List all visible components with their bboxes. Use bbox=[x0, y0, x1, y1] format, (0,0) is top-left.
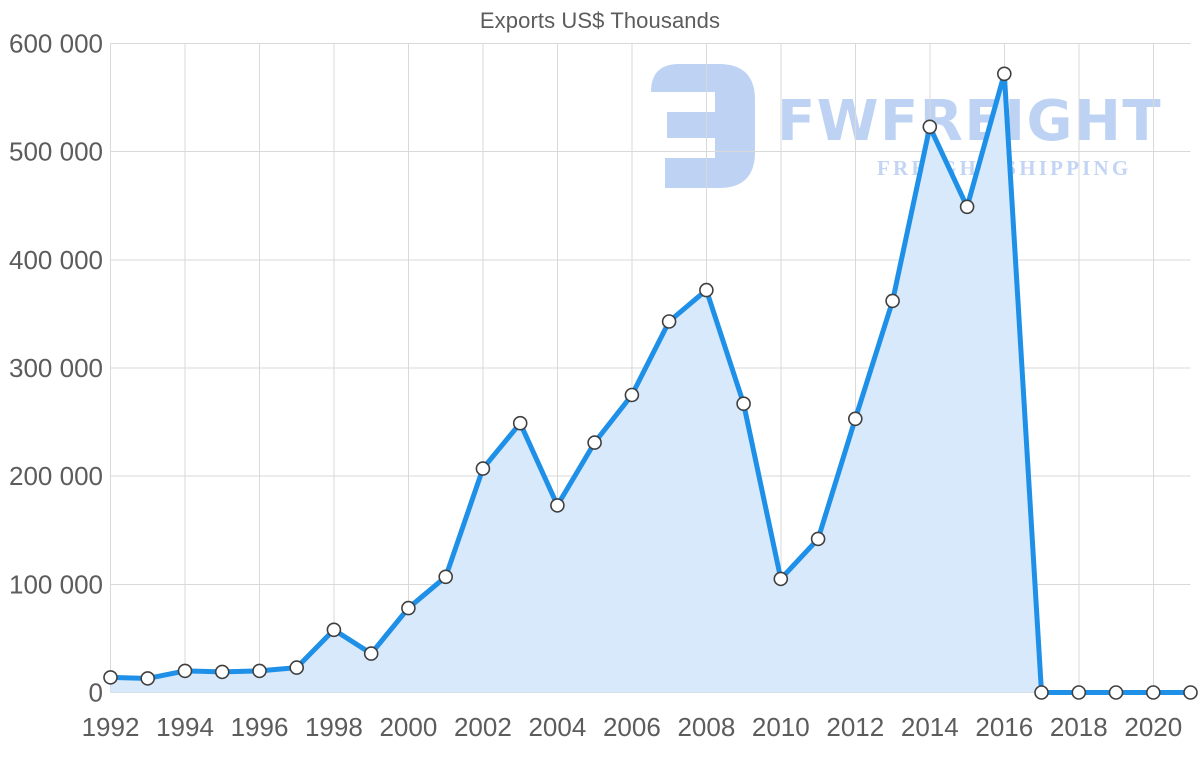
x-axis-tick-label: 2018 bbox=[1050, 712, 1108, 742]
chart-title: Exports US$ Thousands bbox=[479, 8, 721, 33]
data-point-marker[interactable] bbox=[699, 282, 714, 298]
data-point-marker[interactable] bbox=[624, 387, 640, 403]
x-axis-tick-label: 1992 bbox=[82, 712, 140, 742]
data-point-marker[interactable] bbox=[736, 396, 751, 412]
x-axis-tick-label: 2010 bbox=[752, 712, 810, 742]
data-point-marker[interactable] bbox=[996, 66, 1012, 82]
data-point-marker[interactable] bbox=[326, 622, 342, 638]
data-point-marker[interactable] bbox=[550, 498, 565, 513]
x-axis-tick-label: 2008 bbox=[677, 712, 735, 742]
data-point-marker[interactable] bbox=[847, 411, 863, 427]
data-point-marker[interactable] bbox=[1183, 685, 1198, 700]
data-point-marker[interactable] bbox=[401, 600, 416, 616]
data-point-marker[interactable] bbox=[252, 663, 267, 679]
data-point-marker[interactable] bbox=[885, 293, 900, 309]
data-point-marker[interactable] bbox=[810, 531, 826, 547]
data-point-marker[interactable] bbox=[363, 646, 379, 661]
data-point-marker[interactable] bbox=[1146, 685, 1161, 700]
data-point-marker[interactable] bbox=[1034, 685, 1049, 700]
data-point-marker[interactable] bbox=[1108, 685, 1124, 700]
data-point-marker[interactable] bbox=[587, 435, 602, 450]
data-point-marker[interactable] bbox=[475, 461, 491, 476]
data-point-marker[interactable] bbox=[922, 119, 938, 135]
y-axis-tick-label: 100 000 bbox=[9, 569, 103, 599]
data-point-marker[interactable] bbox=[177, 663, 193, 679]
x-axis-tick-label: 2016 bbox=[975, 712, 1033, 742]
x-axis-tick-label: 2000 bbox=[379, 712, 437, 742]
y-axis-labels: 0 100 000 200 000 300 000 400 000 500 000 600 … bbox=[9, 29, 103, 708]
data-point-marker[interactable] bbox=[438, 569, 454, 585]
y-axis-tick-label: 300 000 bbox=[9, 353, 103, 383]
x-axis-tick-label: 1996 bbox=[231, 712, 289, 742]
x-axis-tick-label: 2006 bbox=[603, 712, 661, 742]
y-axis-tick-label: 500 000 bbox=[9, 137, 103, 167]
data-point-marker[interactable] bbox=[103, 670, 118, 685]
data-point-marker[interactable] bbox=[512, 415, 528, 431]
y-axis-tick-label: 0 bbox=[89, 678, 103, 708]
x-axis-tick-label: 2020 bbox=[1124, 712, 1182, 742]
data-point-marker[interactable] bbox=[214, 664, 230, 680]
x-axis-tick-label: 2004 bbox=[528, 712, 586, 742]
x-axis-tick-label: 2012 bbox=[826, 712, 884, 742]
x-axis-labels: 1992 1994 1996 1998 2000 2002 2004 2006 2008 2010… bbox=[82, 712, 1183, 742]
series-area bbox=[110, 73, 1191, 693]
data-point-marker[interactable] bbox=[661, 314, 677, 329]
y-axis-tick-label: 600 000 bbox=[9, 29, 103, 59]
data-point-marker[interactable] bbox=[289, 660, 305, 675]
data-point-marker[interactable] bbox=[959, 199, 975, 215]
x-axis-tick-label: 2014 bbox=[901, 712, 959, 742]
y-axis-tick-label: 400 000 bbox=[9, 245, 103, 275]
y-axis-tick-label: 200 000 bbox=[9, 461, 103, 491]
data-point-marker[interactable] bbox=[773, 571, 789, 587]
x-axis-tick-label: 2002 bbox=[454, 712, 512, 742]
data-point-marker[interactable] bbox=[1071, 685, 1087, 700]
x-axis-tick-label: 1994 bbox=[156, 712, 214, 742]
data-point-marker[interactable] bbox=[140, 671, 155, 686]
x-axis-tick-label: 1998 bbox=[305, 712, 363, 742]
series-layer bbox=[103, 66, 1198, 700]
